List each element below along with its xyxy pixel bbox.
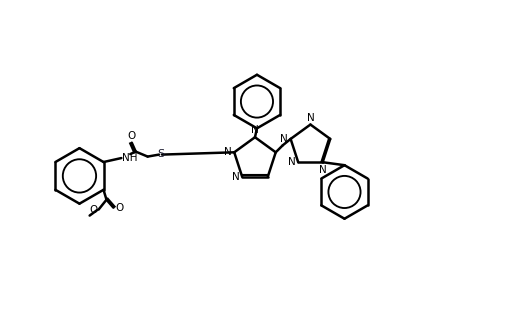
Text: O: O bbox=[127, 131, 135, 141]
Text: N: N bbox=[232, 172, 240, 182]
Text: S: S bbox=[157, 149, 164, 159]
Text: N: N bbox=[307, 113, 314, 122]
Text: NH: NH bbox=[122, 153, 138, 163]
Text: N: N bbox=[251, 125, 259, 135]
Text: O: O bbox=[89, 205, 97, 215]
Text: N: N bbox=[288, 157, 296, 167]
Text: N: N bbox=[280, 134, 288, 144]
Text: O: O bbox=[116, 203, 124, 213]
Text: N: N bbox=[224, 147, 232, 157]
Text: N: N bbox=[319, 165, 327, 175]
